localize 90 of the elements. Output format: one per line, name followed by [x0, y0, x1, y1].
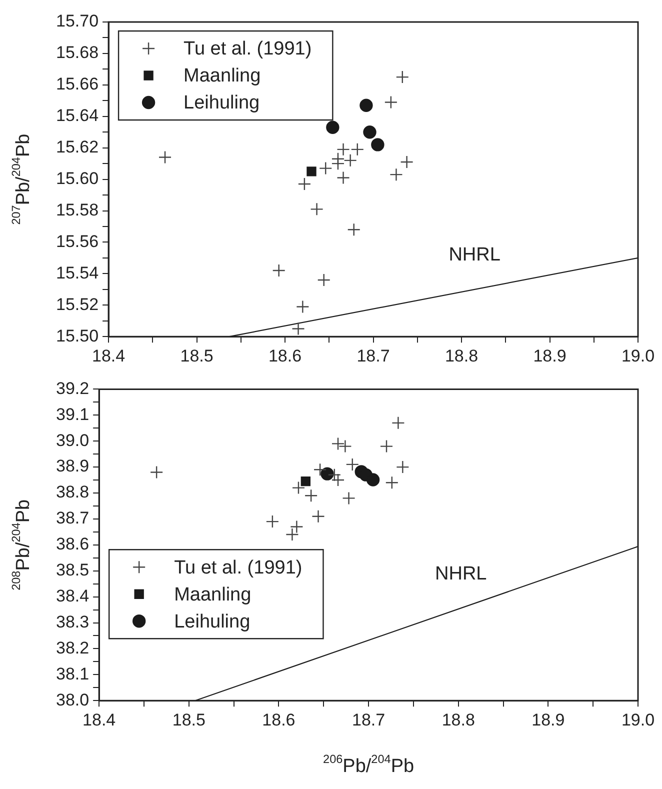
point: [150, 466, 164, 479]
point: [306, 166, 316, 176]
point: [366, 473, 380, 486]
y-tick-label: 38.2: [56, 638, 90, 658]
point: [396, 70, 409, 84]
point: [336, 171, 350, 184]
y-tick-label: 15.66: [56, 74, 99, 94]
point: [292, 481, 306, 494]
point: [310, 202, 324, 216]
point: [390, 168, 403, 182]
legend-label: Tu et al. (1991): [184, 38, 312, 60]
point: [300, 476, 311, 486]
point: [313, 463, 327, 476]
point: [326, 120, 340, 134]
y-axis-title: 208Pb/204Pb: [10, 499, 34, 590]
y-tick-label: 38.6: [56, 534, 90, 554]
point: [158, 150, 172, 164]
x-tick-label: 18.4: [82, 710, 116, 730]
point: [392, 416, 405, 430]
y-tick-label: 38.7: [56, 508, 90, 528]
point: [304, 488, 318, 502]
y-tick-label: 38.5: [56, 560, 90, 580]
y-tick-label: 39.0: [56, 430, 90, 450]
point: [400, 155, 414, 169]
x-tick-label: 18.6: [268, 346, 302, 366]
y-tick-label: 38.0: [56, 690, 90, 710]
legend-label: Maanling: [184, 66, 261, 87]
y-tick-label: 15.64: [56, 106, 99, 126]
point: [380, 440, 394, 453]
point: [371, 138, 384, 152]
x-tick-label: 18.9: [533, 346, 566, 366]
x-tick-label: 18.8: [444, 346, 478, 366]
point: [320, 467, 334, 480]
point: [298, 177, 312, 191]
point: [347, 223, 360, 236]
point: [331, 156, 345, 170]
point: [312, 510, 325, 523]
point: [319, 162, 332, 175]
series-label: NHRL: [448, 244, 500, 266]
y-tick-label: 39.1: [56, 404, 90, 424]
x-tick-label: 18.5: [172, 710, 206, 730]
point: [266, 514, 280, 528]
y-tick-label: 15.60: [56, 168, 99, 188]
x-tick-label: 19.0: [621, 346, 655, 366]
y-tick-label: 15.58: [56, 200, 99, 220]
point: [342, 492, 356, 505]
point: [346, 458, 359, 472]
legend-label: Leihuling: [184, 92, 260, 114]
series-label: NHRL: [435, 563, 487, 584]
legend-label: Maanling: [174, 584, 252, 606]
y-tick-label: 15.54: [56, 263, 99, 282]
point: [272, 264, 286, 278]
point: [290, 520, 304, 534]
legend-label: Leihuling: [174, 611, 250, 632]
legend-label: Tu et al. (1991): [174, 557, 302, 578]
x-tick-label: 19.0: [621, 710, 655, 730]
point: [292, 322, 305, 336]
x-tick-label: 18.7: [356, 346, 390, 366]
y-tick-label: 15.52: [56, 294, 99, 314]
y-tick-label: 38.8: [56, 482, 90, 502]
point: [338, 440, 352, 453]
point: [350, 142, 364, 156]
point: [384, 96, 398, 109]
point: [396, 460, 410, 474]
point: [286, 528, 299, 542]
y-tick-label: 39.2: [56, 378, 90, 398]
point: [385, 476, 398, 490]
x-tick-label: 18.7: [352, 710, 386, 730]
y-tick-label: 15.50: [56, 326, 99, 346]
y-tick-label: 38.3: [56, 612, 90, 632]
x-tick-label: 18.8: [442, 710, 475, 730]
y-axis-title: 207Pb/204Pb: [10, 134, 34, 225]
y-tick-label: 15.70: [56, 12, 99, 31]
y-tick-label: 38.1: [56, 664, 90, 684]
x-tick-label: 18.5: [180, 346, 214, 366]
x-tick-label: 18.6: [262, 710, 296, 730]
point: [296, 300, 310, 314]
y-tick-label: 15.56: [56, 232, 99, 251]
point: [363, 126, 376, 139]
y-tick-label: 15.62: [56, 138, 99, 157]
point: [317, 273, 330, 287]
x-tick-label: 18.9: [532, 710, 565, 730]
point: [336, 142, 350, 156]
point: [331, 437, 345, 450]
y-tick-label: 15.68: [56, 43, 99, 62]
point: [344, 154, 357, 168]
point: [360, 98, 373, 112]
y-tick-label: 38.9: [56, 456, 90, 476]
y-tick-label: 38.4: [56, 586, 90, 606]
x-tick-label: 18.4: [92, 346, 126, 366]
